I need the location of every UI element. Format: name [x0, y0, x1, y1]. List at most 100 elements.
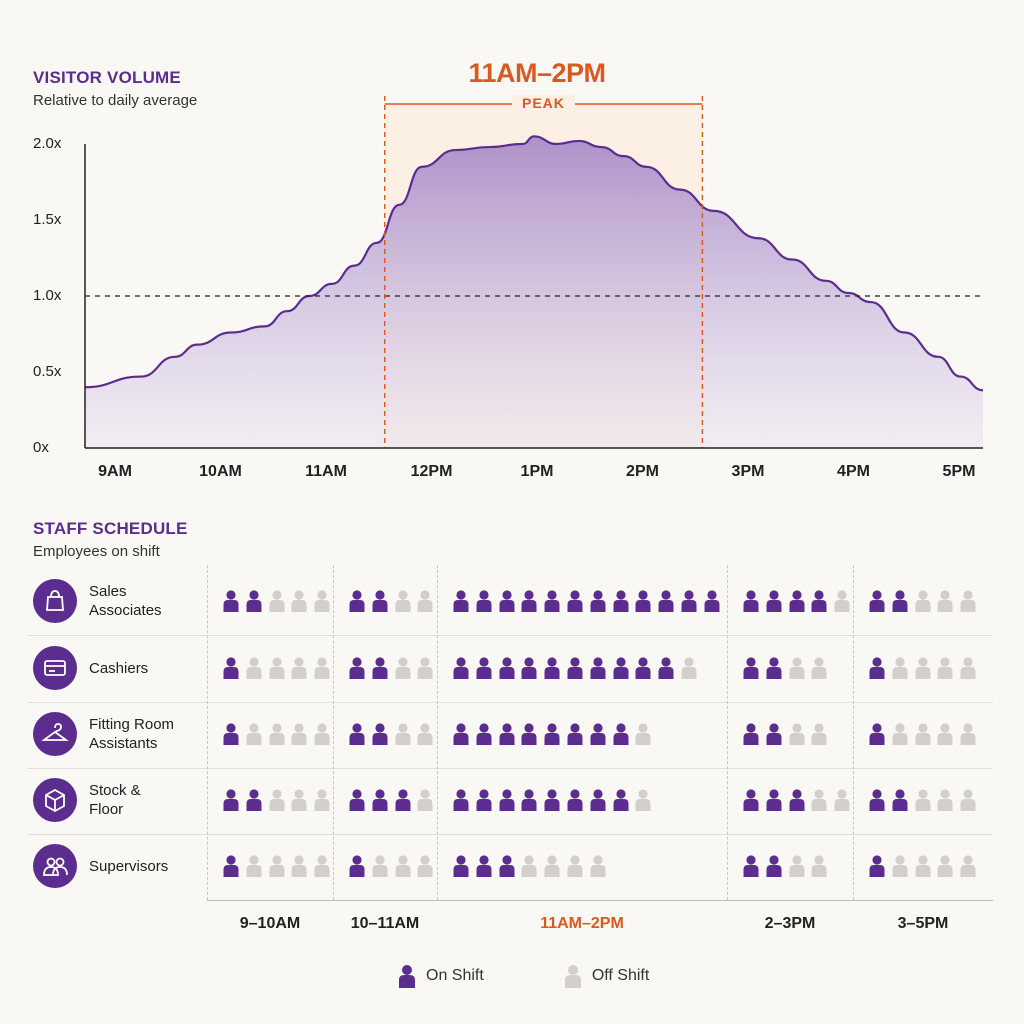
on-shift-person-icon	[223, 590, 239, 612]
on-shift-person-icon	[349, 590, 365, 612]
off-shift-person-icon	[314, 855, 330, 877]
off-shift-person-icon	[937, 723, 953, 745]
on-shift-person-icon	[476, 657, 492, 679]
staff-schedule-title: STAFF SCHEDULE	[33, 519, 188, 538]
visitor-chart-svg	[84, 96, 984, 449]
legend: On Shift Off Shift	[398, 964, 649, 988]
on-shift-person-icon	[372, 657, 388, 679]
on-shift-person-icon	[349, 789, 365, 811]
on-shift-person-icon	[544, 657, 560, 679]
off-shift-person-icon	[269, 855, 285, 877]
on-shift-person-icon	[372, 723, 388, 745]
role-label-line-1: Supervisors	[89, 858, 169, 875]
on-shift-person-icon	[499, 789, 515, 811]
time-slot-label: 9–10AM	[239, 915, 301, 932]
on-shift-person-icon	[544, 789, 560, 811]
on-shift-person-icon	[590, 590, 606, 612]
off-shift-person-icon	[314, 723, 330, 745]
on-shift-person-icon	[869, 657, 885, 679]
on-shift-legend-label: On Shift	[426, 967, 484, 984]
on-shift-person-icon	[223, 657, 239, 679]
on-shift-person-icon	[613, 590, 629, 612]
off-shift-person-icon	[789, 855, 805, 877]
y-tick-label: 0x	[33, 439, 49, 456]
y-tick-label: 1.5x	[33, 211, 62, 228]
role-label-line-2: Assistants	[89, 735, 158, 752]
on-shift-person-icon	[544, 590, 560, 612]
on-shift-person-icon	[590, 789, 606, 811]
off-shift-person-icon	[417, 723, 433, 745]
role-label-line-1: Stock &	[89, 782, 141, 799]
off-shift-person-icon	[915, 789, 931, 811]
off-shift-person-icon	[269, 723, 285, 745]
row-separator	[28, 635, 993, 636]
off-shift-person-icon	[892, 657, 908, 679]
on-shift-person-icon	[766, 723, 782, 745]
on-shift-person-icon	[372, 590, 388, 612]
x-tick-label: 1PM	[520, 463, 554, 480]
on-shift-person-icon	[681, 590, 697, 612]
off-shift-person-icon	[291, 657, 307, 679]
on-shift-person-icon	[453, 657, 469, 679]
on-shift-person-icon	[658, 657, 674, 679]
off-shift-person-icon	[417, 855, 433, 877]
on-shift-person-icon	[869, 590, 885, 612]
column-separator	[437, 565, 438, 900]
off-shift-person-icon	[937, 657, 953, 679]
off-shift-person-icon	[960, 657, 976, 679]
off-shift-person-icon	[291, 723, 307, 745]
role-label-line-1: Sales	[89, 583, 127, 600]
off-shift-person-icon	[834, 789, 850, 811]
off-shift-person-icon	[417, 590, 433, 612]
off-shift-person-icon	[937, 590, 953, 612]
off-shift-person-icon	[417, 657, 433, 679]
visitor-line	[84, 135, 984, 392]
on-shift-person-icon	[704, 590, 720, 612]
off-shift-person-icon	[314, 590, 330, 612]
box-icon	[33, 778, 77, 822]
on-shift-person-icon	[349, 723, 365, 745]
on-shift-person-icon	[811, 590, 827, 612]
x-tick-label: 2PM	[626, 463, 659, 480]
on-shift-person-icon	[743, 855, 759, 877]
row-separator	[28, 768, 993, 769]
on-shift-person-icon	[476, 723, 492, 745]
visitor-area	[85, 136, 983, 448]
x-tick-label: 11AM	[305, 463, 347, 480]
on-shift-person-icon	[869, 855, 885, 877]
off-shift-person-icon	[395, 855, 411, 877]
staff-schedule-subtitle: Employees on shift	[33, 543, 160, 560]
on-shift-person-icon	[521, 657, 537, 679]
on-shift-person-icon	[395, 789, 411, 811]
off-shift-person-icon	[892, 723, 908, 745]
off-shift-person-icon	[915, 855, 931, 877]
row-separator	[28, 834, 993, 835]
on-shift-person-icon	[613, 657, 629, 679]
on-shift-person-icon	[635, 657, 651, 679]
on-shift-person-icon	[743, 657, 759, 679]
on-shift-person-icon	[766, 789, 782, 811]
off-shift-person-icon	[892, 855, 908, 877]
on-shift-person-icon	[521, 590, 537, 612]
role-label-line-1: Cashiers	[89, 660, 149, 677]
column-separator	[853, 565, 854, 900]
x-tick-label: 12PM	[410, 463, 453, 480]
on-shift-person-icon	[499, 657, 515, 679]
on-shift-person-icon	[766, 657, 782, 679]
visitor-volume-title: VISITOR VOLUME	[33, 68, 181, 87]
on-shift-person-icon	[521, 789, 537, 811]
x-tick-label: 10AM	[199, 463, 242, 480]
off-shift-person-icon	[811, 855, 827, 877]
on-shift-person-icon	[567, 723, 583, 745]
y-tick-label: 2.0x	[33, 135, 62, 152]
off-shift-person-icon	[372, 855, 388, 877]
role-label: Stock & Floor	[89, 781, 141, 819]
peak-time-title: 11AM–2PM	[468, 58, 606, 88]
y-tick-label: 0.5x	[33, 363, 62, 380]
on-shift-person-icon	[869, 789, 885, 811]
on-shift-person-icon	[567, 590, 583, 612]
off-shift-person-icon	[269, 789, 285, 811]
people-icon	[33, 844, 77, 888]
on-shift-person-icon	[567, 789, 583, 811]
off-shift-person-icon	[395, 723, 411, 745]
